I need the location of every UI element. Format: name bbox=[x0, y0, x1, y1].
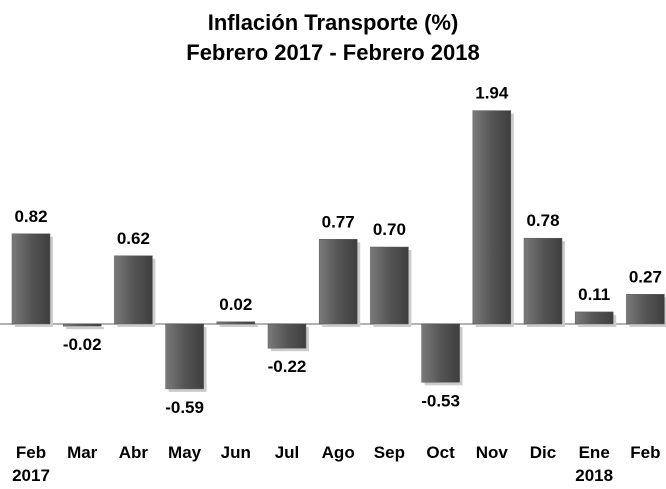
bar bbox=[267, 323, 307, 349]
data-label: -0.02 bbox=[63, 335, 102, 354]
data-label: -0.59 bbox=[165, 398, 204, 417]
bar bbox=[523, 237, 563, 325]
data-label: -0.22 bbox=[268, 357, 307, 376]
bar-shadow bbox=[219, 324, 258, 327]
x-tick-label: Dic bbox=[529, 443, 557, 462]
bar bbox=[11, 233, 51, 325]
data-label: 0.11 bbox=[578, 285, 610, 304]
data-label: 0.27 bbox=[629, 267, 662, 286]
x-tick-label: Jun bbox=[220, 443, 251, 462]
x-tick-label: Jul bbox=[274, 443, 300, 462]
bar bbox=[472, 110, 512, 325]
x-tick-label: Sep bbox=[373, 443, 405, 462]
x-tick-label: Nov bbox=[475, 443, 508, 462]
chart-title: Inflación Transporte (%) bbox=[208, 10, 459, 35]
data-label: 0.82 bbox=[14, 207, 47, 226]
data-label: 0.62 bbox=[117, 229, 150, 248]
x-tick-label: Oct bbox=[426, 443, 455, 462]
bar bbox=[165, 323, 204, 390]
bar bbox=[216, 321, 256, 325]
x-tick-label: Mar bbox=[67, 443, 98, 462]
data-label: -0.53 bbox=[421, 391, 460, 410]
x-tick-label: Feb 2017 bbox=[12, 443, 50, 485]
bar bbox=[421, 323, 460, 383]
data-label: 0.78 bbox=[526, 211, 559, 230]
chart-subtitle: Febrero 2017 - Febrero 2018 bbox=[186, 40, 479, 65]
bar bbox=[318, 239, 358, 325]
bar bbox=[370, 246, 409, 325]
bar bbox=[114, 255, 153, 325]
data-label: 0.02 bbox=[219, 295, 252, 314]
data-label: 1.94 bbox=[475, 84, 509, 103]
bar bbox=[62, 323, 102, 327]
bar bbox=[574, 311, 614, 325]
bar-shadow bbox=[66, 327, 105, 330]
x-tick-label: Ene 2018 bbox=[575, 443, 614, 485]
bar bbox=[626, 294, 665, 325]
x-tick-label: May bbox=[168, 443, 202, 462]
x-tick-label: Abr bbox=[118, 443, 149, 462]
x-tick-label: Ago bbox=[321, 443, 355, 462]
data-label: 0.77 bbox=[322, 212, 355, 231]
x-tick-label: Feb bbox=[630, 443, 661, 462]
data-label: 0.70 bbox=[373, 220, 406, 239]
